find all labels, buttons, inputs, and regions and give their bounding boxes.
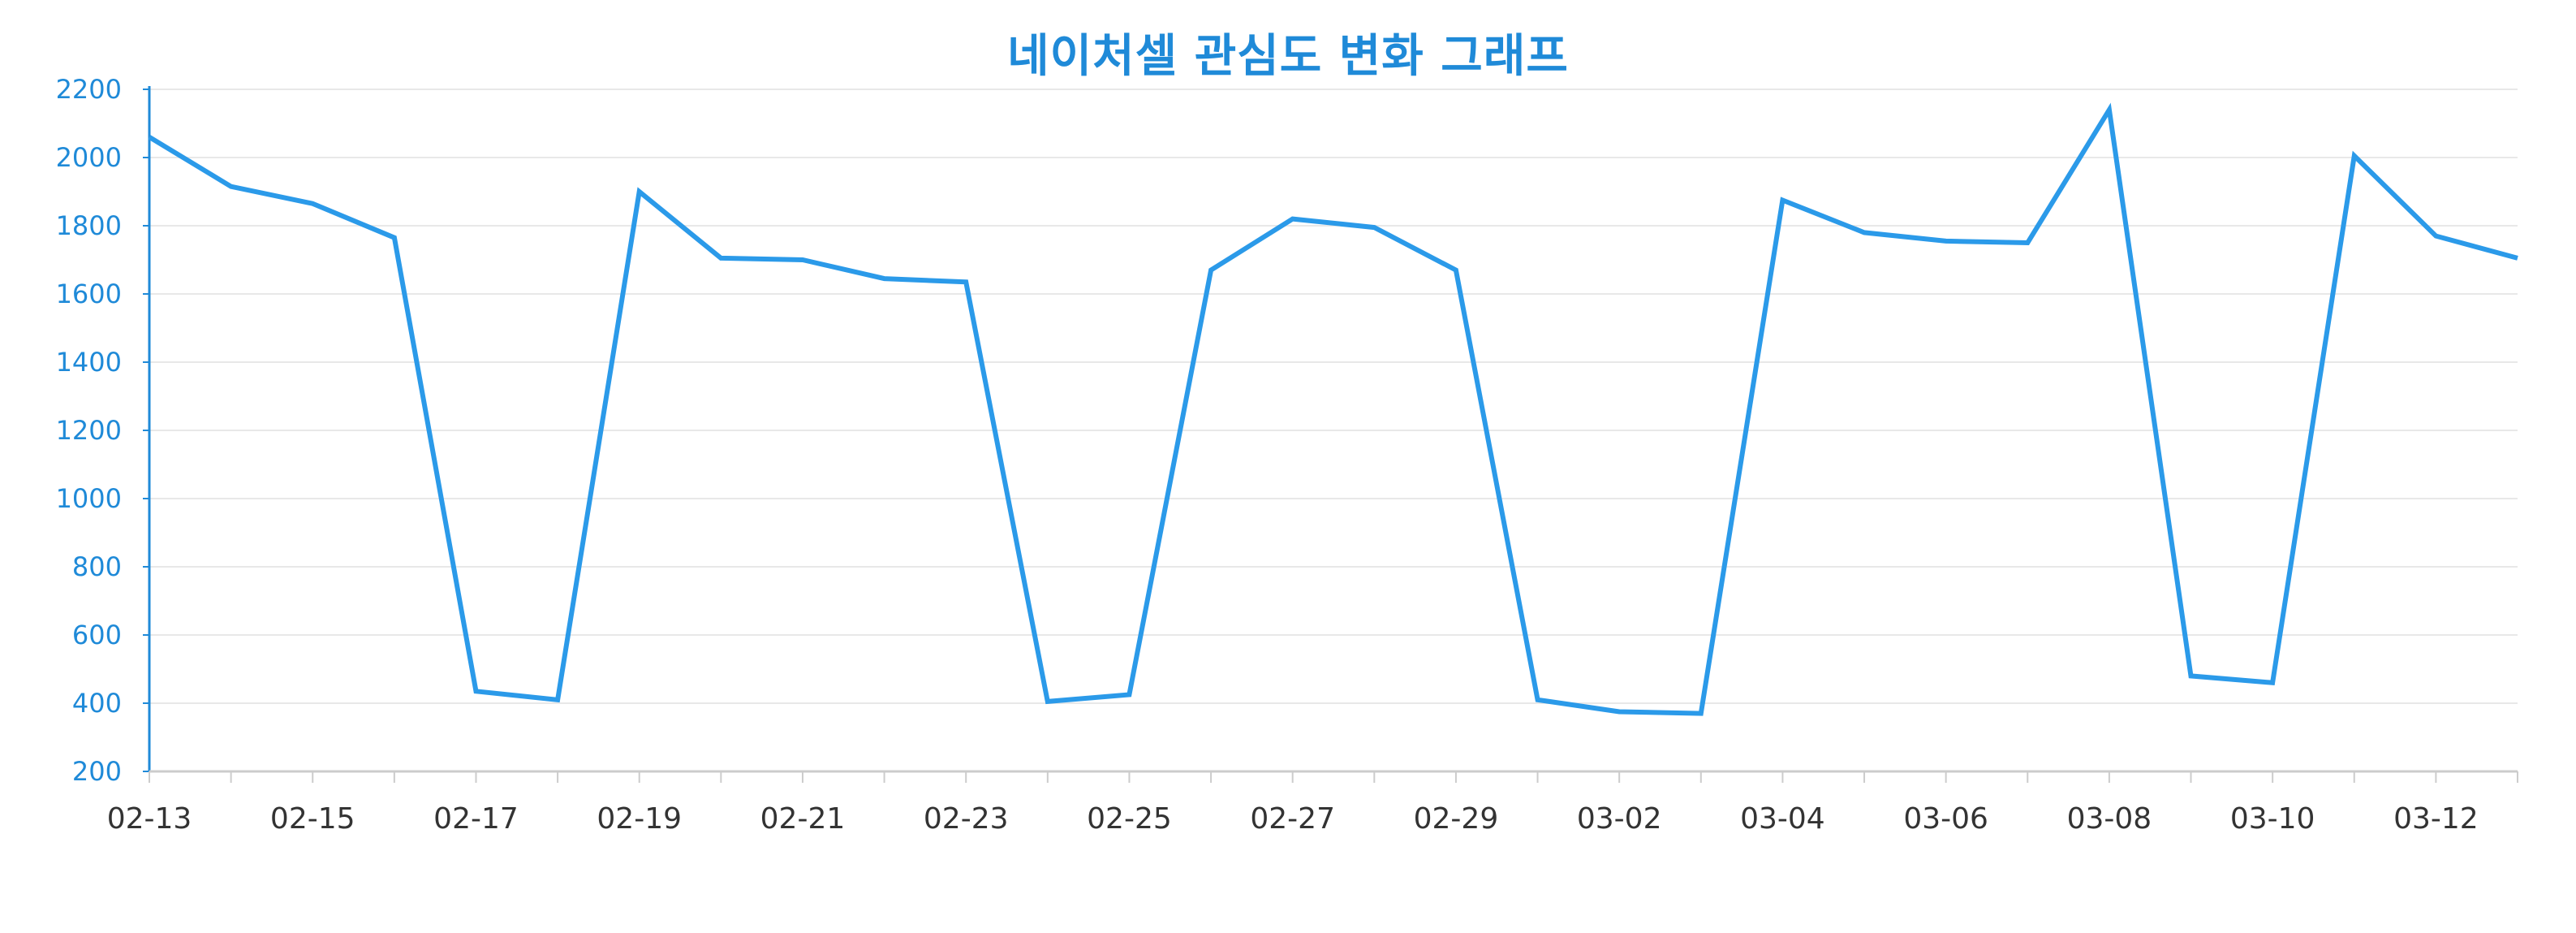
data-point <box>1536 698 1540 702</box>
x-tick-label: 02-29 <box>1414 802 1499 836</box>
x-tick-label: 02-15 <box>270 802 355 836</box>
x-tick-label: 03-12 <box>2393 802 2479 836</box>
y-tick-label: 400 <box>72 688 122 719</box>
y-tick-label: 1200 <box>56 415 122 446</box>
x-tick-label: 03-10 <box>2230 802 2315 836</box>
data-point <box>1454 268 1458 273</box>
y-tick-label: 1800 <box>56 210 122 241</box>
y-tick-label: 200 <box>72 756 122 787</box>
data-point <box>1699 711 1704 716</box>
y-tick-label: 2000 <box>56 142 122 173</box>
data-point <box>1862 230 1867 235</box>
data-point <box>147 135 152 140</box>
data-point <box>800 257 805 262</box>
x-tick-label: 03-06 <box>1903 802 1988 836</box>
data-point <box>310 201 315 206</box>
y-tick-label: 1000 <box>56 483 122 514</box>
x-tick-label: 03-02 <box>1577 802 1662 836</box>
data-point <box>1126 693 1131 698</box>
data-point <box>1290 217 1295 222</box>
data-point <box>2515 256 2520 261</box>
x-tick-label: 02-21 <box>760 802 846 836</box>
data-point <box>392 235 397 240</box>
data-point <box>229 184 234 189</box>
y-tick-label: 1400 <box>56 347 122 378</box>
data-point <box>473 689 478 693</box>
data-point <box>2107 107 2112 112</box>
data-point <box>2270 680 2275 685</box>
data-point <box>2025 240 2030 245</box>
series-line <box>148 102 2518 716</box>
x-tick-label: 02-25 <box>1087 802 1172 836</box>
data-point <box>718 256 723 261</box>
x-tick-label: 02-27 <box>1250 802 1335 836</box>
data-point <box>555 698 560 702</box>
data-point <box>2352 153 2357 158</box>
data-point <box>1045 699 1050 704</box>
x-tick-label: 03-08 <box>2067 802 2152 836</box>
data-point <box>637 189 642 194</box>
x-tick-label: 02-23 <box>924 802 1009 836</box>
data-point <box>1944 239 1949 244</box>
data-point <box>2189 673 2194 678</box>
data-point <box>2433 234 2438 239</box>
x-tick-label: 02-17 <box>433 802 519 836</box>
data-point <box>1780 198 1785 203</box>
x-tick-label: 02-19 <box>597 802 682 836</box>
data-point <box>882 276 887 281</box>
y-tick-label: 600 <box>72 620 122 650</box>
data-point <box>1208 268 1213 273</box>
y-tick-label: 800 <box>72 551 122 582</box>
chart-title: 네이처셀 관심도 변화 그래프 <box>1007 30 1569 83</box>
x-tick-label: 02-13 <box>107 802 192 836</box>
y-tick-label: 1600 <box>56 279 122 309</box>
data-point <box>963 279 968 284</box>
y-tick-label: 2200 <box>56 74 122 105</box>
data-point <box>1372 225 1376 230</box>
data-point <box>1617 710 1622 715</box>
x-tick-label: 03-04 <box>1740 802 1825 836</box>
